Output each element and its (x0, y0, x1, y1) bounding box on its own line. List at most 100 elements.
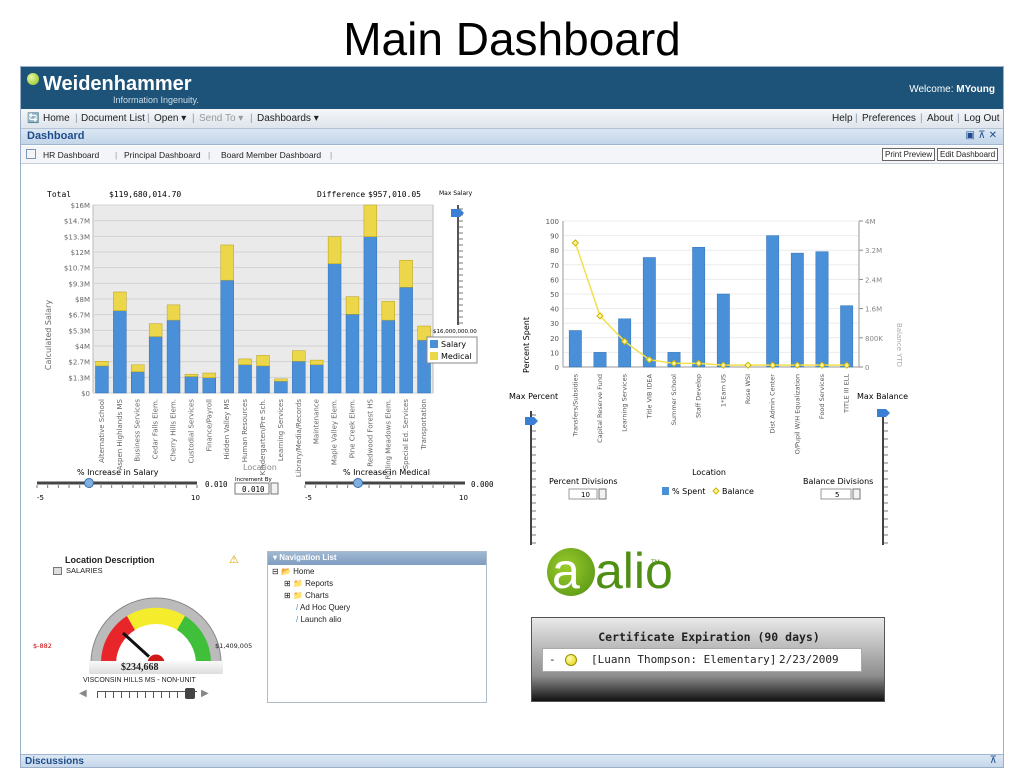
tree-item-home[interactable]: ⊟ 📂 Home (272, 567, 315, 576)
percent-divisions-input[interactable] (568, 488, 598, 500)
y-tick-label: 100 (546, 218, 559, 226)
increment-input[interactable] (234, 482, 270, 495)
bar-medical[interactable] (345, 296, 360, 315)
bar-percent-spent[interactable] (716, 293, 730, 368)
bar-percent-spent[interactable] (642, 257, 656, 368)
increment-stepper[interactable] (270, 482, 279, 495)
menu-preferences[interactable]: Preferences (862, 113, 916, 124)
bar-medical[interactable] (256, 355, 270, 367)
balance-point[interactable] (744, 361, 752, 369)
balance-point[interactable] (596, 312, 604, 320)
balance-divisions-value: 5 (835, 491, 839, 499)
bar-medical[interactable] (113, 291, 127, 311)
bar-percent-spent[interactable] (568, 330, 582, 368)
tab-hr-dashboard[interactable]: HR Dashboard (43, 150, 100, 160)
bar-medical[interactable] (131, 364, 145, 373)
dashboard-title: Dashboard (27, 130, 85, 142)
brand-logo[interactable]: Weidenhammer (43, 73, 192, 95)
y-tick-label: $16M (71, 202, 90, 210)
window-controls[interactable]: ▣ ⊼ ✕ (965, 130, 997, 141)
discussions-bar[interactable]: Discussions ⊼ (21, 754, 1003, 767)
balance-point[interactable] (571, 239, 580, 247)
balance-point[interactable] (620, 337, 629, 346)
bar-medical[interactable] (292, 350, 306, 362)
balance-point[interactable] (768, 361, 777, 369)
print-preview-button[interactable]: Print Preview (882, 148, 936, 161)
bar-medical[interactable] (327, 236, 342, 264)
menu-home[interactable]: Home (43, 113, 70, 124)
bar-medical[interactable] (220, 244, 234, 281)
certificate-row[interactable]: - [Luann Thompson: Elementary] 2/23/2009 (542, 648, 862, 672)
tab-board-member-dashboard[interactable]: Board Member Dashboard (221, 150, 322, 160)
bar-medical[interactable] (309, 359, 324, 366)
slider-thumb[interactable] (353, 478, 363, 488)
max-salary-slider-thumb[interactable] (451, 209, 464, 217)
bar-medical[interactable] (399, 259, 413, 288)
tree-item-ad-hoc-query[interactable]: / Ad Hoc Query (296, 603, 350, 612)
location-slider-track[interactable] (97, 691, 197, 698)
bar-medical[interactable] (238, 358, 252, 366)
certificate-date: 2/23/2009 (779, 653, 839, 666)
y-tick-label: 10 (550, 349, 559, 357)
bar-medical[interactable] (381, 301, 395, 321)
menu-logout[interactable]: Log Out (964, 113, 1000, 124)
grid-icon[interactable] (26, 149, 36, 159)
tab-principal-dashboard[interactable]: Principal Dashboard (124, 150, 201, 160)
y-tick-label: 0 (555, 364, 559, 372)
menu-dashboards[interactable]: Dashboards ▾ (257, 113, 319, 124)
x-tick-label: Hidden Valley MS (223, 398, 231, 459)
location-slider-thumb[interactable] (185, 688, 195, 699)
edit-dashboard-button[interactable]: Edit Dashboard (937, 148, 999, 161)
bar-medical[interactable] (166, 304, 181, 321)
bar-medical[interactable] (363, 204, 378, 237)
bar-medical[interactable] (148, 323, 163, 337)
previous-arrow-icon[interactable]: ◀ (79, 688, 87, 699)
certificate-title: Certificate Expiration (90 days) (598, 630, 820, 644)
bar-percent-spent[interactable] (692, 247, 706, 368)
status-light-icon (565, 654, 577, 666)
folder-icon: 📁 (292, 579, 303, 588)
slider-thumb[interactable] (84, 478, 94, 488)
bar-medical[interactable] (95, 361, 109, 367)
bar-percent-spent[interactable] (593, 352, 607, 368)
navigation-list-header[interactable]: ▾ Navigation List (268, 552, 486, 565)
next-arrow-icon[interactable]: ▶ (201, 688, 209, 699)
bar-medical[interactable] (202, 372, 217, 378)
balance-divisions-stepper[interactable] (852, 488, 861, 500)
balance-point[interactable] (818, 361, 826, 369)
menu-document-list[interactable]: Document List (81, 113, 145, 124)
bar-medical[interactable] (184, 373, 199, 377)
bar-percent-spent[interactable] (790, 252, 804, 368)
expand-icon[interactable]: ⊼ (989, 755, 997, 766)
menu-send-to[interactable]: Send To ▾ (199, 113, 244, 124)
tree-item-launch-alio[interactable]: / Launch alio (296, 615, 341, 624)
home-icon[interactable]: 🔄 (27, 113, 40, 124)
bar-percent-spent[interactable] (766, 235, 780, 368)
y-tick-label: $1.3M (68, 374, 90, 382)
menu-help[interactable]: Help (832, 113, 853, 124)
bar-percent-spent[interactable] (840, 305, 854, 368)
y-tick-label: $10.7M (64, 265, 90, 273)
x-tick-label: Library/Media/Records (295, 399, 303, 477)
certificate-expiration-panel: Certificate Expiration (90 days) - [Luan… (531, 617, 885, 702)
tree-item-charts[interactable]: ⊞ 📁 Charts (284, 591, 329, 600)
menu-open[interactable]: Open ▾ (154, 113, 187, 124)
y-tick-label: 70 (550, 262, 559, 270)
bar-percent-spent[interactable] (815, 251, 829, 368)
increment-value: 0.010 (242, 485, 265, 494)
percent-divisions-stepper[interactable] (598, 488, 607, 500)
bar-medical[interactable] (274, 378, 288, 382)
max-balance-slider-thumb[interactable] (877, 409, 890, 417)
balance-point[interactable] (645, 355, 654, 364)
warning-icon[interactable]: ⚠ (229, 553, 239, 566)
y2-axis-title: Balance YTD (895, 323, 903, 367)
tree-item-reports[interactable]: ⊞ 📁 Reports (284, 579, 334, 588)
balance-divisions-input[interactable] (820, 488, 852, 500)
balance-point[interactable] (793, 361, 802, 369)
max-percent-slider-thumb[interactable] (525, 417, 538, 425)
menu-about[interactable]: About (927, 113, 954, 124)
balance-point[interactable] (842, 361, 851, 369)
balance-point[interactable] (694, 359, 703, 368)
balance-point[interactable] (719, 361, 728, 369)
balance-point[interactable] (670, 359, 678, 368)
